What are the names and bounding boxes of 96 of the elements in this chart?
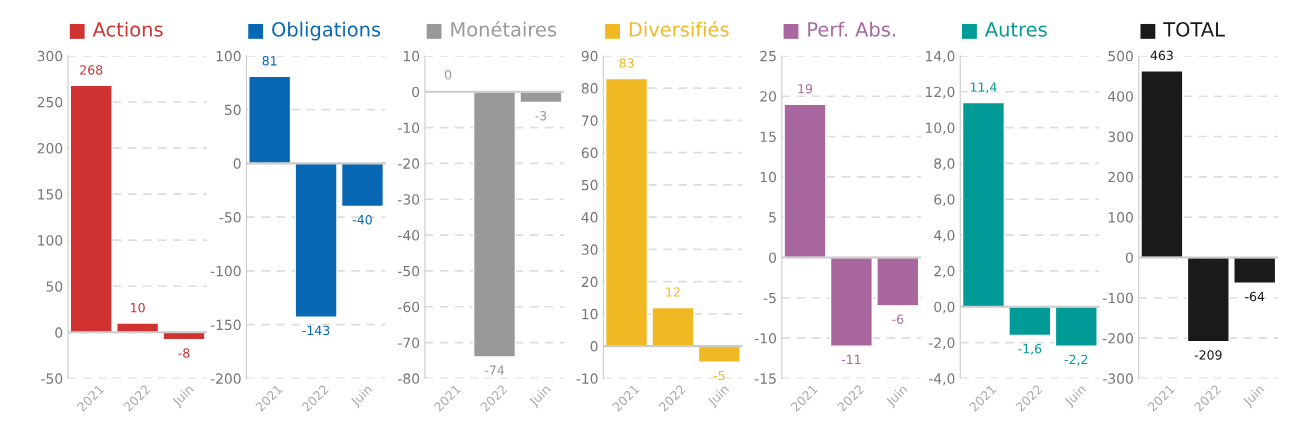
y-tick-label: 0 xyxy=(412,86,420,98)
y-tick-label: 0 xyxy=(1125,252,1133,263)
chart-title: ■ Actions xyxy=(69,21,163,39)
text: -64 xyxy=(1245,291,1265,302)
bar xyxy=(651,306,695,347)
text: 83 xyxy=(619,58,634,68)
y-tick-label: 10 xyxy=(403,50,420,62)
y-tick-label: 10,0 xyxy=(926,122,955,135)
y-tick-label: 30 xyxy=(581,244,598,255)
y-tick-label: -20 xyxy=(398,158,420,169)
y-tick-label: 5 xyxy=(769,212,776,223)
y-tick-label: -30 xyxy=(398,194,420,205)
y-tick-label: 25 xyxy=(760,50,776,62)
y-tick-label: 10 xyxy=(582,308,598,320)
y-tick-label: -100 xyxy=(210,265,241,277)
text: 12 xyxy=(666,287,680,297)
text: -11 xyxy=(841,354,861,364)
y-tick-label: 200 xyxy=(1108,171,1133,183)
text: -74 xyxy=(484,365,505,375)
y-tick-label: 0 xyxy=(55,327,63,338)
y-tick-label: 80 xyxy=(581,83,598,94)
text: 81 xyxy=(262,56,277,66)
text: 19 xyxy=(798,84,813,94)
y-tick-label: -150 xyxy=(210,319,241,331)
y-tick-label: -10 xyxy=(576,373,598,384)
y-tick-label: 100 xyxy=(38,235,63,246)
text: 11,4 xyxy=(970,82,997,93)
y-tick-label: -300 xyxy=(1103,373,1133,384)
y-tick-label: 50 xyxy=(225,104,241,116)
y-tick-label: -10 xyxy=(754,333,777,344)
y-tick-label: 0 xyxy=(233,158,241,169)
bar xyxy=(697,345,741,363)
text: -1,6 xyxy=(1018,343,1042,355)
y-tick-label: 10 xyxy=(760,171,777,183)
y-tick-label: 14,0 xyxy=(926,50,955,63)
bar xyxy=(69,84,113,334)
y-tick-label: -200 xyxy=(1103,333,1133,344)
y-tick-label: 6,0 xyxy=(934,194,955,207)
y-tick-label: 200 xyxy=(37,143,63,154)
y-tick-label: -4,0 xyxy=(928,373,955,386)
text: -209 xyxy=(1194,350,1222,360)
y-tick-label: -70 xyxy=(398,337,420,349)
y-tick-label: -5 xyxy=(763,292,776,304)
y-tick-label: -50 xyxy=(41,373,63,384)
y-tick-label: 100 xyxy=(1108,212,1133,223)
y-tick-label: 2,0 xyxy=(934,265,955,278)
y-tick-label: 60 xyxy=(581,147,598,159)
bar xyxy=(604,77,649,347)
text: 10 xyxy=(131,302,145,313)
y-tick-label: 500 xyxy=(1108,50,1133,62)
y-tick-label: 300 xyxy=(1108,131,1133,142)
text: 463 xyxy=(1150,50,1173,61)
y-tick-label: 70 xyxy=(581,115,598,126)
y-tick-label: -80 xyxy=(398,373,420,384)
y-tick-label: -15 xyxy=(754,373,776,384)
text: -143 xyxy=(302,325,330,336)
y-tick-label: 50 xyxy=(581,179,598,191)
chart-title: ■ Monétaires xyxy=(426,20,557,39)
y-tick-label: 250 xyxy=(37,96,63,108)
y-tick-label: -40 xyxy=(398,230,420,241)
text: 0 xyxy=(444,70,452,80)
chart-title: ■ Obligations xyxy=(248,21,381,41)
y-tick-label: 20 xyxy=(581,276,598,288)
chart-title: ■ Perf. Abs. xyxy=(783,21,895,39)
text: -6 xyxy=(892,314,904,324)
y-tick-label: 90 xyxy=(581,50,598,62)
y-tick-label: 15 xyxy=(760,131,776,142)
y-tick-label: 12,0 xyxy=(926,86,955,99)
text: -5 xyxy=(713,370,725,381)
y-tick-label: 50 xyxy=(46,281,63,292)
text: -3 xyxy=(535,111,547,121)
text: -8 xyxy=(178,348,190,358)
y-tick-label: -200 xyxy=(210,373,241,384)
text: 268 xyxy=(80,65,103,75)
y-tick-label: -100 xyxy=(1103,292,1133,304)
y-tick-label: 0 xyxy=(590,341,598,352)
y-tick-label: 8,0 xyxy=(934,158,955,171)
y-tick-label: 40 xyxy=(581,212,598,223)
y-tick-label: 300 xyxy=(37,50,63,62)
y-tick-label: 400 xyxy=(1108,91,1133,102)
y-tick-label: -10 xyxy=(398,122,420,134)
y-tick-label: 0 xyxy=(769,252,777,263)
y-tick-label: -60 xyxy=(398,301,420,313)
chart-title: ■ Diversifiés xyxy=(605,20,729,39)
text: -2,2 xyxy=(1064,354,1088,366)
chart-title: ■ TOTAL xyxy=(1140,22,1225,39)
y-tick-label: -50 xyxy=(398,265,420,277)
text: -40 xyxy=(352,214,372,225)
y-tick-label: -2,0 xyxy=(928,337,955,350)
y-tick-label: 100 xyxy=(216,50,241,62)
y-tick-label: 20 xyxy=(760,91,777,102)
y-tick-label: 150 xyxy=(38,189,63,200)
y-tick-label: 4,0 xyxy=(933,230,955,242)
chart-title: ■ Autres xyxy=(962,22,1047,39)
y-tick-label: -50 xyxy=(219,212,241,223)
y-tick-label: 0,0 xyxy=(934,301,955,314)
